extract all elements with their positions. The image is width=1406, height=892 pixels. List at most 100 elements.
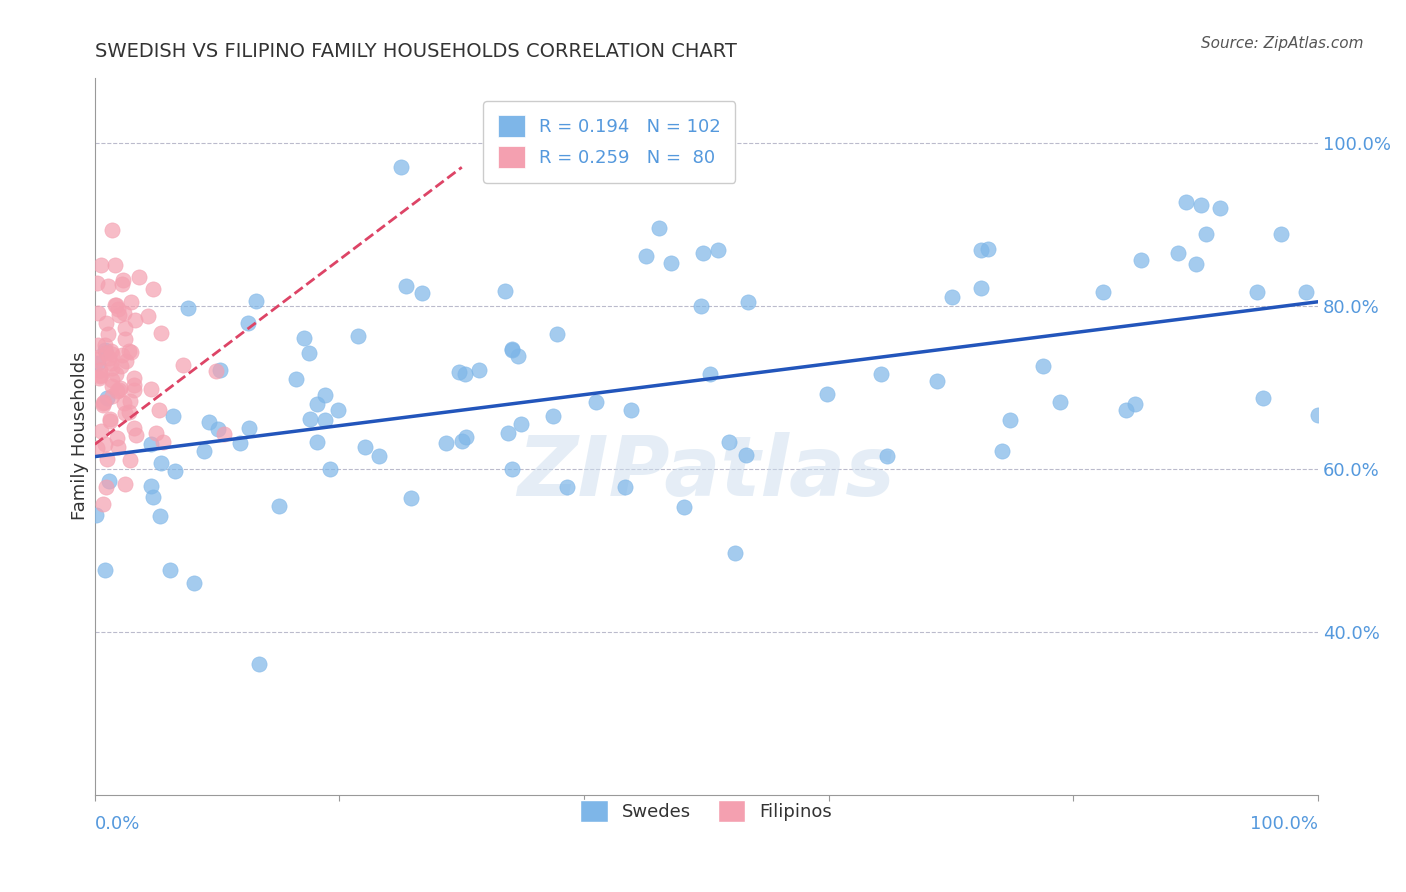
Point bbox=[183, 576, 205, 591]
Text: 0.0%: 0.0% bbox=[94, 815, 141, 833]
Point bbox=[718, 435, 741, 450]
Point bbox=[436, 436, 458, 450]
Point bbox=[815, 387, 838, 401]
Point bbox=[238, 420, 260, 434]
Point bbox=[97, 351, 120, 366]
Point bbox=[145, 425, 167, 440]
Point bbox=[141, 382, 163, 396]
Point bbox=[299, 412, 322, 426]
Point bbox=[353, 440, 375, 454]
Point bbox=[454, 430, 477, 444]
Point bbox=[89, 363, 111, 377]
Point bbox=[613, 480, 636, 494]
Point bbox=[1049, 395, 1071, 409]
Point bbox=[150, 326, 173, 340]
Point bbox=[541, 409, 564, 423]
Point bbox=[689, 300, 711, 314]
Point bbox=[142, 490, 165, 504]
Point bbox=[108, 383, 131, 397]
Point bbox=[319, 462, 342, 476]
Text: 100.0%: 100.0% bbox=[1250, 815, 1319, 833]
Point bbox=[285, 372, 308, 386]
Point bbox=[112, 273, 135, 287]
Point bbox=[94, 346, 117, 360]
Point bbox=[673, 500, 696, 514]
Point bbox=[1246, 285, 1268, 300]
Point bbox=[107, 440, 129, 454]
Point bbox=[585, 395, 607, 409]
Point bbox=[114, 353, 136, 368]
Text: ZIPatlas: ZIPatlas bbox=[517, 432, 896, 513]
Point bbox=[96, 316, 118, 330]
Point bbox=[122, 378, 145, 392]
Point bbox=[96, 451, 118, 466]
Point bbox=[389, 161, 412, 175]
Point bbox=[292, 331, 315, 345]
Point bbox=[214, 426, 236, 441]
Point bbox=[93, 394, 115, 409]
Point bbox=[941, 290, 963, 304]
Point bbox=[101, 373, 124, 387]
Point bbox=[699, 368, 721, 382]
Point bbox=[305, 396, 328, 410]
Point bbox=[198, 415, 221, 429]
Point bbox=[1270, 227, 1292, 241]
Point bbox=[91, 398, 114, 412]
Point bbox=[990, 444, 1012, 458]
Point bbox=[107, 302, 129, 317]
Point bbox=[1129, 253, 1152, 268]
Point bbox=[104, 298, 127, 312]
Point bbox=[509, 417, 531, 431]
Point bbox=[87, 350, 110, 364]
Point bbox=[120, 453, 142, 467]
Point bbox=[1174, 194, 1197, 209]
Point bbox=[86, 441, 108, 455]
Point bbox=[247, 657, 270, 671]
Point bbox=[138, 309, 160, 323]
Point bbox=[87, 356, 110, 370]
Point bbox=[100, 361, 122, 376]
Point bbox=[104, 258, 127, 272]
Point bbox=[97, 278, 120, 293]
Point bbox=[111, 348, 134, 362]
Point bbox=[112, 306, 135, 320]
Point bbox=[454, 368, 477, 382]
Point bbox=[90, 368, 112, 382]
Point bbox=[209, 363, 232, 377]
Point bbox=[411, 286, 433, 301]
Point bbox=[707, 243, 730, 257]
Point bbox=[298, 346, 321, 360]
Point bbox=[367, 450, 389, 464]
Point bbox=[1123, 397, 1146, 411]
Point bbox=[468, 363, 491, 377]
Point bbox=[122, 383, 145, 397]
Point bbox=[1185, 257, 1208, 271]
Point bbox=[100, 356, 122, 370]
Point bbox=[125, 427, 148, 442]
Point bbox=[112, 396, 135, 410]
Point bbox=[659, 255, 682, 269]
Point bbox=[90, 424, 112, 438]
Point bbox=[970, 281, 993, 295]
Point bbox=[1209, 201, 1232, 215]
Point bbox=[94, 338, 117, 352]
Point bbox=[139, 436, 162, 450]
Point bbox=[927, 374, 949, 388]
Point bbox=[207, 422, 229, 436]
Point bbox=[86, 276, 108, 290]
Legend: R = 0.194   N = 102, R = 0.259   N =  80: R = 0.194 N = 102, R = 0.259 N = 80 bbox=[484, 101, 735, 183]
Point bbox=[94, 563, 117, 577]
Point bbox=[100, 378, 122, 392]
Point bbox=[105, 384, 128, 398]
Point bbox=[555, 480, 578, 494]
Text: SWEDISH VS FILIPINO FAMILY HOUSEHOLDS CORRELATION CHART: SWEDISH VS FILIPINO FAMILY HOUSEHOLDS CO… bbox=[94, 42, 737, 61]
Point bbox=[401, 491, 423, 505]
Point bbox=[347, 329, 370, 343]
Point bbox=[114, 406, 136, 420]
Point bbox=[267, 499, 290, 513]
Point bbox=[87, 371, 110, 385]
Point bbox=[108, 308, 131, 322]
Point bbox=[86, 353, 108, 368]
Point bbox=[118, 393, 141, 408]
Point bbox=[90, 258, 112, 272]
